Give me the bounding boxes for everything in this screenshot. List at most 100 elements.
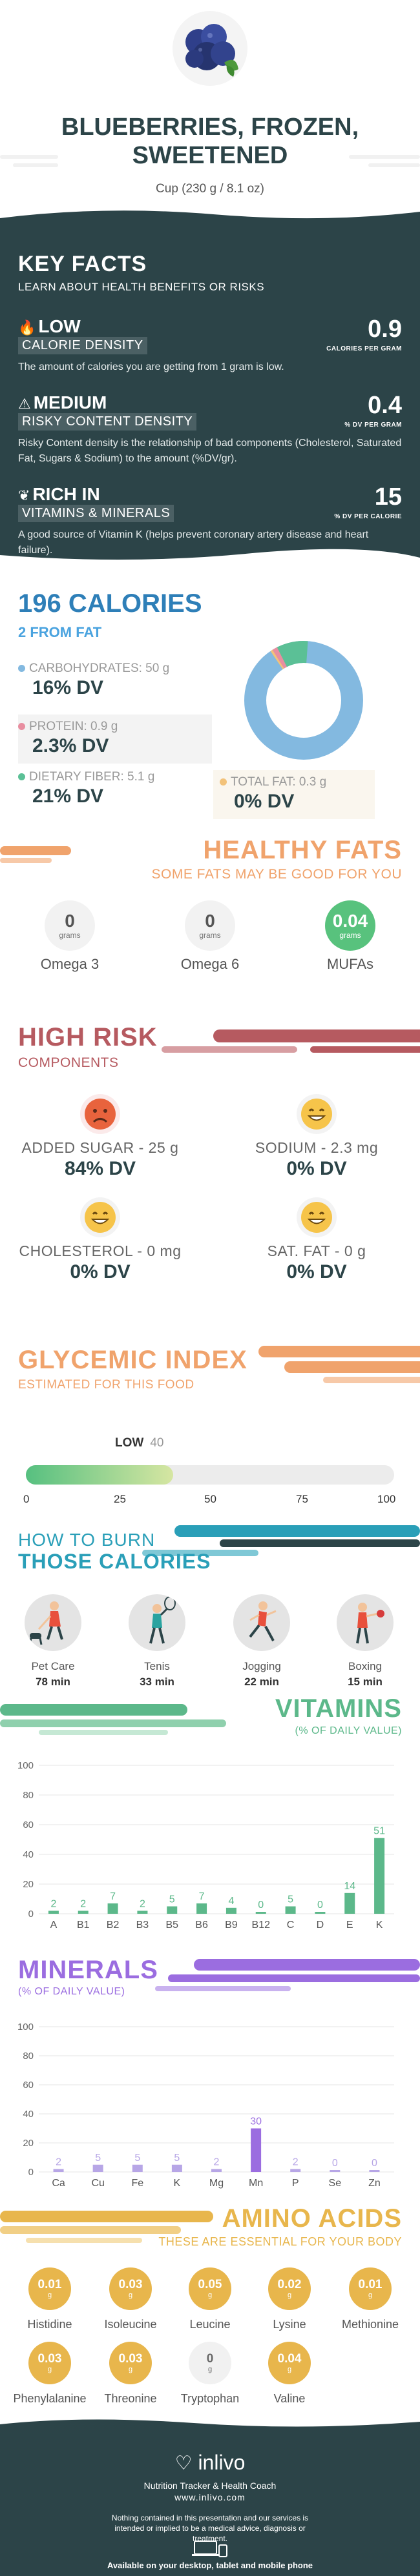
vitamin-bar-a — [48, 1911, 59, 1914]
amino-methionine: 0.01 g Methionine — [328, 2267, 412, 2331]
x-tick-label: B6 — [195, 1920, 208, 1931]
burn-title-line-2: THOSE CALORIES — [18, 1550, 211, 1573]
risk-dv: 0% DV — [70, 1261, 131, 1283]
glycemic-value: 40 — [150, 1436, 164, 1450]
fat-name: MUFAs — [326, 956, 374, 972]
x-tick-label: B9 — [225, 1920, 238, 1931]
vitamins-title: VITAMINS — [275, 1694, 402, 1723]
minerals-stripes — [155, 1959, 420, 1991]
brand-logo[interactable]: ♡ inlivo — [0, 2451, 420, 2475]
x-tick-label: B3 — [136, 1920, 149, 1931]
fact-unit: CALORIES PER GRAM — [326, 345, 402, 352]
donut-fat — [244, 641, 363, 760]
data-label: 7 — [199, 1891, 205, 1902]
glycemic-title: GLYCEMIC INDEX — [18, 1346, 247, 1374]
amino-acids-section: AMINO ACIDS THESE ARE ESSENTIAL FOR YOUR… — [0, 2204, 420, 2417]
availability-note: Available on your desktop, tablet and mo… — [107, 2561, 313, 2570]
glycemic-index-section: GLYCEMIC INDEX ESTIMATED FOR THIS FOOD L… — [0, 1333, 420, 1520]
exercise-time: 33 min — [140, 1676, 174, 1688]
data-label: 4 — [228, 1896, 234, 1907]
website-link[interactable]: www.inlivo.com — [174, 2492, 246, 2502]
amino-unit: g — [128, 2366, 133, 2373]
data-label: 2 — [293, 2157, 299, 2168]
footer-section: ♡ inlivo Nutrition Tracker & Health Coac… — [0, 2417, 420, 2576]
macro-dv: 16% DV — [32, 677, 104, 698]
fact-kind: RICH IN — [32, 484, 100, 504]
vitamin-bar-b5 — [167, 1906, 178, 1914]
macro-dv: 0% DV — [234, 791, 295, 812]
x-tick-label: Ca — [52, 2178, 65, 2189]
vitamin-bar-e — [344, 1892, 355, 1914]
minerals-subtitle: (% OF DAILY VALUE) — [18, 1986, 125, 1997]
data-label: 2 — [50, 1898, 56, 1909]
amino-value: 0.02 — [277, 2278, 302, 2291]
risk-cholesterol: CHOLESTEROL - 0 mg 0% DV — [3, 1197, 197, 1283]
amino-value: 0.03 — [37, 2352, 62, 2366]
amino-name: Leucine — [189, 2318, 231, 2331]
blueberry-icon — [171, 10, 249, 87]
macro-dietary-fiber: DIETARY FIBER: 5.1 g 21% DV — [18, 770, 205, 807]
data-label: 2 — [140, 1898, 145, 1909]
high-risk-title: HIGH RISK — [18, 1023, 158, 1051]
macro-carbohydrates: CARBOHYDRATES: 50 g 16% DV — [18, 662, 205, 699]
brand-name: inlivo — [198, 2451, 246, 2474]
fact-calorie-density: 🔥 LOW CALORIE DENSITY 0.9 CALORIES PER GR… — [18, 316, 402, 375]
carbs-dot — [18, 665, 25, 672]
data-label: 5 — [95, 2153, 101, 2164]
glycemic-tick: 100 — [377, 1493, 396, 1505]
fat-dot — [220, 778, 227, 786]
amino-leucine: 0.05 g Leucine — [168, 2267, 252, 2331]
footer-wave — [0, 2417, 420, 2427]
fact-vitamins-minerals: ❦ RICH IN VITAMINS & MINERALS 15 % DV PER… — [18, 484, 402, 558]
risk-name: SODIUM - 2.3 mg — [255, 1139, 379, 1156]
burn-calories-section: HOW TO BURN THOSE CALORIES Pet Care 78 m… — [0, 1520, 420, 1688]
amino-name: Threonine — [104, 2392, 157, 2405]
amino-unit: g — [207, 2291, 213, 2299]
brand-tagline: Nutrition Tracker & Health Coach — [143, 2480, 277, 2491]
data-label: 5 — [134, 2153, 140, 2164]
exercise-tenis: Tenis 33 min — [115, 1594, 199, 1689]
amino-unit: g — [47, 2366, 52, 2373]
vitamin-bar-b6 — [196, 1903, 207, 1914]
minerals-bar-chart: 0 20 40 60 80 100 2 Ca 5 Cu 5 Fe 5 K 2 Mg 30 Mn 2 P 0 Se 0 Zn — [17, 2022, 394, 2189]
data-label: 2 — [56, 2157, 61, 2168]
healthy-fats-section: HEALTHY FATS SOME FATS MAY BE GOOD FOR Y… — [0, 836, 420, 1010]
exercise-name: Jogging — [242, 1660, 281, 1672]
amino-unit: g — [287, 2291, 292, 2299]
key-facts-subtitle: LEARN ABOUT HEALTH BENEFITS OR RISKS — [18, 281, 265, 293]
boxing-icon — [337, 1594, 394, 1651]
glycemic-tick: 0 — [23, 1493, 30, 1505]
fat-omega-6: 0 grams Omega 6 — [165, 900, 255, 973]
risk-name: CHOLESTEROL - 0 mg — [19, 1242, 182, 1259]
vitamins-subtitle: (% OF DAILY VALUE) — [295, 1725, 402, 1736]
calories-section: 196 CALORIES 2 FROM FAT CARBOHYDRATES: 5… — [0, 565, 420, 836]
key-facts-wave — [0, 549, 420, 565]
amino-value: 0.04 — [277, 2352, 302, 2366]
amino-value: 0.05 — [198, 2278, 222, 2291]
amino-unit: g — [128, 2291, 133, 2299]
risk-added-sugar: ADDED SUGAR - 25 g 84% DV — [3, 1094, 197, 1180]
amino-name: Lysine — [273, 2318, 306, 2331]
y-tick-label: 60 — [23, 2080, 34, 2091]
healthy-fats-subtitle: SOME FATS MAY BE GOOD FOR YOU — [151, 867, 402, 882]
amino-valine: 0.04 g Valine — [247, 2342, 331, 2406]
leaf-icon: ❦ — [18, 487, 30, 503]
happy-face-icon — [80, 1197, 120, 1237]
vitamins-section: VITAMINS (% OF DAILY VALUE) 0 20 40 60 80 100… — [0, 1688, 420, 1946]
data-label: 30 — [250, 2116, 262, 2127]
data-label: 0 — [372, 2158, 377, 2169]
fact-value: 15 — [374, 483, 402, 511]
fat-omega-3: 0 grams Omega 3 — [25, 900, 115, 973]
glycemic-bar-track — [26, 1465, 394, 1485]
amino-histidine: 0.01 g Histidine — [8, 2267, 92, 2331]
fat-unit: grams — [199, 931, 221, 940]
amino-name: Phenylalanine — [13, 2392, 87, 2405]
high-risk-section: HIGH RISK COMPONENTS ADDED SUGAR - 25 g … — [0, 1010, 420, 1333]
happy-face-icon — [297, 1094, 337, 1134]
fat-value: 0 — [205, 911, 215, 931]
data-label: 0 — [332, 2158, 338, 2169]
mineral-bar-mn — [251, 2128, 262, 2172]
y-tick-label: 40 — [23, 2109, 34, 2120]
exercise-name: Tenis — [144, 1660, 170, 1672]
x-tick-label: Mg — [209, 2178, 224, 2189]
